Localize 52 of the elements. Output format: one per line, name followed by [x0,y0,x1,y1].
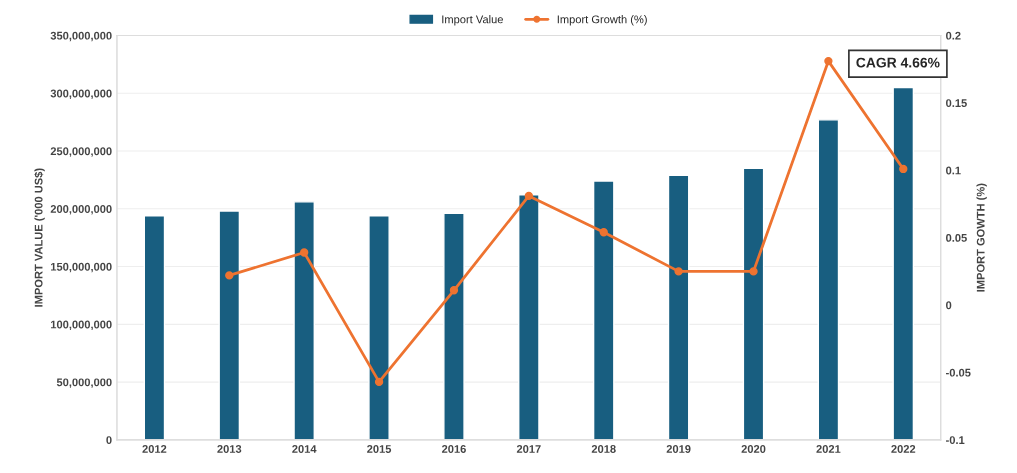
y2-axis-title: IMPORT GOWTH (%) [976,183,987,292]
y2-tick-label: -0.1 [946,436,965,445]
bar [218,210,241,440]
y2-tick-label: 0 [946,301,952,310]
point [749,267,758,276]
legend-label: Import Growth (%) [557,15,647,26]
point [824,56,833,66]
point [524,191,534,201]
point [899,164,908,174]
y2-tick-label: -0.05 [946,368,971,377]
x-tick-label: 2019 [666,445,691,453]
x-tick-label: 2013 [217,445,242,453]
y-tick-label: 300,000,000 [50,89,112,99]
x-tick-label: 2022 [891,445,916,453]
bar [817,119,840,440]
x-tick-label: 2020 [741,445,766,453]
x-tick-label: 2014 [292,445,317,453]
y-tick-label: 50,000,000 [56,378,112,388]
legend-label: Import Value [442,15,503,26]
x-tick-label: 2015 [367,445,392,453]
y-tick-label: 0 [106,436,112,445]
y-tick-label: 350,000,000 [50,31,112,42]
bar [667,174,690,440]
bar [293,201,315,440]
bar [443,212,465,440]
y2-tick-label: 0.15 [946,99,967,108]
y-tick-label: 100,000,000 [51,320,112,331]
bar [742,167,765,440]
y-axis-title: IMPORT VALUE ('000 US$) [34,168,45,307]
bar [143,215,166,440]
y-tick-label: 200,000,000 [50,205,112,215]
y2-tick-label: 0.05 [946,233,967,242]
y2-tick-label: 0.2 [946,31,961,40]
x-tick-label: 2021 [816,445,841,453]
point [674,267,683,276]
point [599,228,608,237]
y-tick-label: 250,000,000 [50,147,112,157]
point [374,377,384,387]
bar [592,180,615,440]
x-tick-label: 2012 [142,445,167,453]
y2-tick-label: 0.1 [946,166,961,175]
bar [892,86,915,440]
x-tick-label: 2018 [591,445,616,453]
point [225,271,234,280]
bar [368,215,390,440]
bar [518,194,540,440]
point [449,286,459,295]
x-tick-label: 2017 [516,445,541,453]
point [300,248,309,257]
annotation: CAGR 4.66% [856,57,940,68]
x-tick-label: 2016 [441,445,466,453]
y-tick-label: 150,000,000 [51,262,112,273]
